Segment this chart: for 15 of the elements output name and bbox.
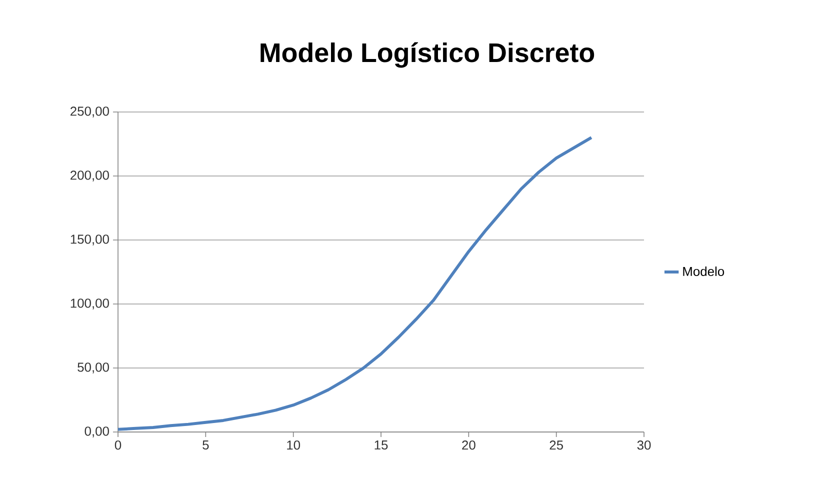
x-tick-label: 5: [202, 440, 209, 450]
x-tick-label: 20: [462, 440, 476, 450]
y-tick-label: 250,00: [70, 106, 109, 118]
x-tick-label: 30: [637, 440, 651, 450]
y-tick-label: 0,00: [84, 426, 109, 438]
y-tick-label: 200,00: [70, 170, 109, 182]
y-tick-label: 100,00: [70, 298, 109, 310]
x-tick-label: 10: [287, 440, 300, 450]
x-tick-label: 15: [374, 440, 388, 450]
legend-label: Modelo: [683, 266, 724, 276]
y-tick-label: 150,00: [70, 234, 109, 246]
y-tick-label: 50,00: [78, 362, 109, 374]
x-tick-label: 0: [114, 440, 122, 450]
chart-title: Modelo Logístico Discreto: [260, 42, 594, 68]
x-tick-label: 25: [550, 440, 563, 450]
